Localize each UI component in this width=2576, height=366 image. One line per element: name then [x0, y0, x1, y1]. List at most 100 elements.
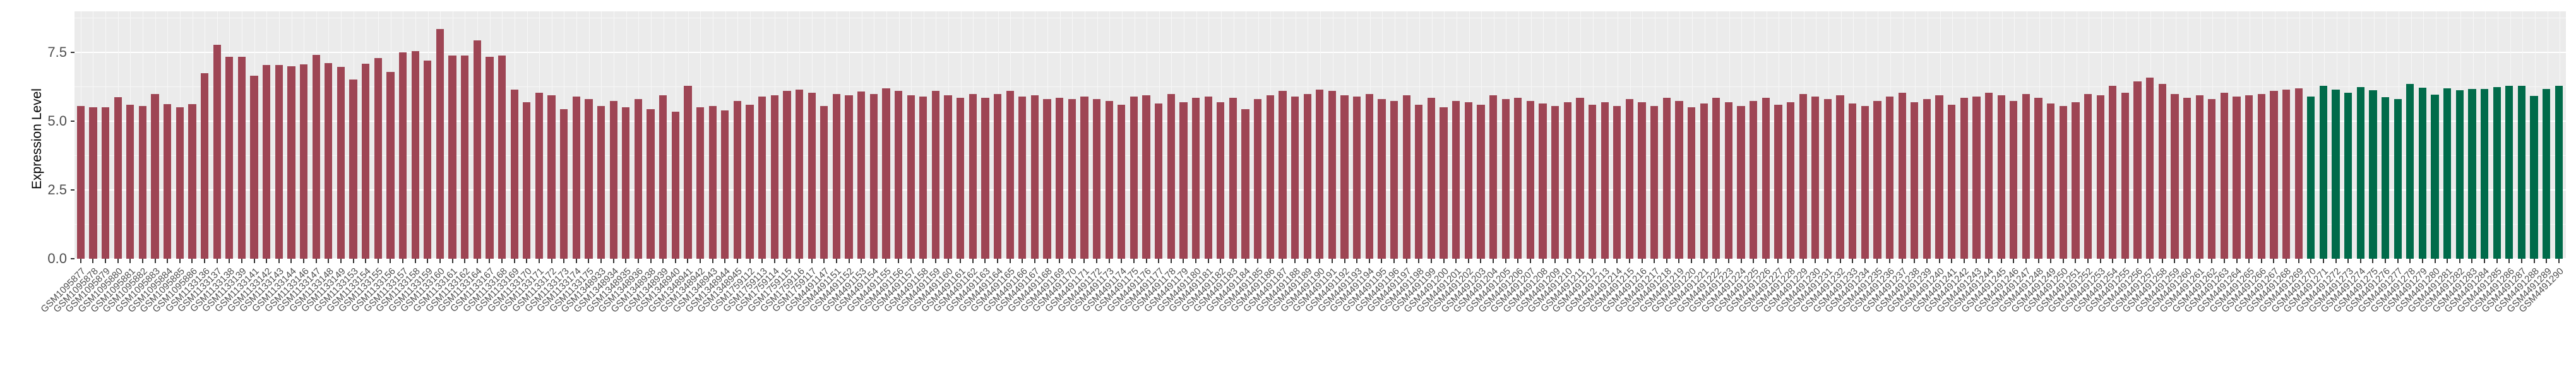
bar-slot[interactable]: [1747, 11, 1760, 259]
bar-slot[interactable]: [2008, 11, 2020, 259]
bar-slot[interactable]: [2392, 11, 2404, 259]
bar[interactable]: [2270, 91, 2278, 259]
bar[interactable]: [2257, 93, 2265, 259]
bar[interactable]: [1539, 103, 1547, 259]
bar[interactable]: [263, 64, 271, 259]
bar-slot[interactable]: [2107, 11, 2120, 259]
bar[interactable]: [448, 55, 456, 259]
bar-slot[interactable]: [1846, 11, 1859, 259]
bar-slot[interactable]: [1152, 11, 1165, 259]
bar[interactable]: [325, 62, 333, 259]
bar-slot[interactable]: [434, 11, 446, 259]
bar[interactable]: [560, 109, 568, 259]
bar[interactable]: [436, 29, 444, 259]
bar-slot[interactable]: [161, 11, 174, 259]
bar-slot[interactable]: [2032, 11, 2045, 259]
bar-slot[interactable]: [1921, 11, 1933, 259]
bar-slot[interactable]: [484, 11, 496, 259]
bar[interactable]: [1142, 95, 1150, 259]
bar[interactable]: [659, 95, 667, 259]
bar-slot[interactable]: [1215, 11, 1227, 259]
bar[interactable]: [2133, 81, 2142, 259]
bar-slot[interactable]: [645, 11, 657, 259]
bar-slot[interactable]: [1066, 11, 1078, 259]
bar[interactable]: [200, 73, 209, 259]
bar-slot[interactable]: [1834, 11, 1847, 259]
bar-slot[interactable]: [1363, 11, 1376, 259]
bar[interactable]: [386, 71, 395, 259]
bar-slot[interactable]: [273, 11, 285, 259]
bar[interactable]: [1241, 109, 1249, 259]
bar[interactable]: [1849, 103, 1857, 259]
bar[interactable]: [1811, 97, 1820, 259]
bar-slot[interactable]: [2466, 11, 2479, 259]
bar-slot[interactable]: [310, 11, 323, 259]
bar-slot[interactable]: [1661, 11, 1673, 259]
bar[interactable]: [2381, 97, 2390, 259]
bar[interactable]: [1402, 95, 1410, 259]
bar[interactable]: [882, 88, 890, 259]
bar-slot[interactable]: [124, 11, 137, 259]
bar[interactable]: [2555, 85, 2563, 259]
bar-slot[interactable]: [1165, 11, 1178, 259]
bar-slot[interactable]: [756, 11, 768, 259]
bar[interactable]: [2455, 90, 2464, 259]
bar[interactable]: [1056, 98, 1064, 259]
bar-slot[interactable]: [1041, 11, 1054, 259]
bar-slot[interactable]: [806, 11, 818, 259]
bar-slot[interactable]: [1909, 11, 1921, 259]
bar[interactable]: [1191, 98, 1200, 259]
bar[interactable]: [188, 104, 196, 259]
bar[interactable]: [795, 90, 804, 259]
bar[interactable]: [1092, 99, 1101, 259]
bar[interactable]: [746, 105, 754, 259]
bar-slot[interactable]: [583, 11, 595, 259]
bar-slot[interactable]: [967, 11, 979, 259]
bar[interactable]: [1006, 91, 1014, 259]
bar-slot[interactable]: [458, 11, 471, 259]
bar-slot[interactable]: [880, 11, 893, 259]
bar-slot[interactable]: [2528, 11, 2541, 259]
bar-slot[interactable]: [1983, 11, 1995, 259]
bar[interactable]: [312, 54, 320, 259]
bar-slot[interactable]: [87, 11, 100, 259]
bar[interactable]: [2282, 90, 2291, 259]
bar-slot[interactable]: [657, 11, 669, 259]
bar-slot[interactable]: [768, 11, 781, 259]
bar-slot[interactable]: [508, 11, 521, 259]
bar[interactable]: [398, 52, 407, 259]
bar[interactable]: [2294, 88, 2303, 259]
bar[interactable]: [2505, 86, 2513, 259]
bar[interactable]: [1415, 105, 1423, 259]
bar[interactable]: [2394, 98, 2402, 259]
bar-slot[interactable]: [1116, 11, 1128, 259]
bar-slot[interactable]: [1574, 11, 1587, 259]
bar[interactable]: [609, 100, 617, 259]
bar-slot[interactable]: [1784, 11, 1797, 259]
bar-slot[interactable]: [1933, 11, 1946, 259]
bar[interactable]: [869, 93, 878, 259]
bar[interactable]: [2344, 92, 2352, 259]
bar-slot[interactable]: [409, 11, 422, 259]
bar-slot[interactable]: [1636, 11, 1649, 259]
bar[interactable]: [1464, 102, 1472, 259]
bar[interactable]: [89, 107, 97, 259]
bar-slot[interactable]: [707, 11, 719, 259]
bar[interactable]: [1625, 99, 1634, 259]
bar[interactable]: [1489, 95, 1498, 259]
bar-slot[interactable]: [1524, 11, 1537, 259]
bar[interactable]: [2121, 92, 2130, 259]
bar-slot[interactable]: [2280, 11, 2293, 259]
bar[interactable]: [894, 91, 903, 259]
bar[interactable]: [1390, 100, 1398, 259]
bar[interactable]: [2406, 84, 2414, 259]
bar-slot[interactable]: [929, 11, 942, 259]
bar-slot[interactable]: [2305, 11, 2318, 259]
bar[interactable]: [1477, 105, 1485, 259]
bar[interactable]: [2233, 97, 2241, 259]
bar-slot[interactable]: [2231, 11, 2243, 259]
bar[interactable]: [1873, 100, 1881, 259]
bar[interactable]: [2307, 97, 2315, 259]
bar[interactable]: [634, 99, 643, 259]
bar-slot[interactable]: [2144, 11, 2156, 259]
